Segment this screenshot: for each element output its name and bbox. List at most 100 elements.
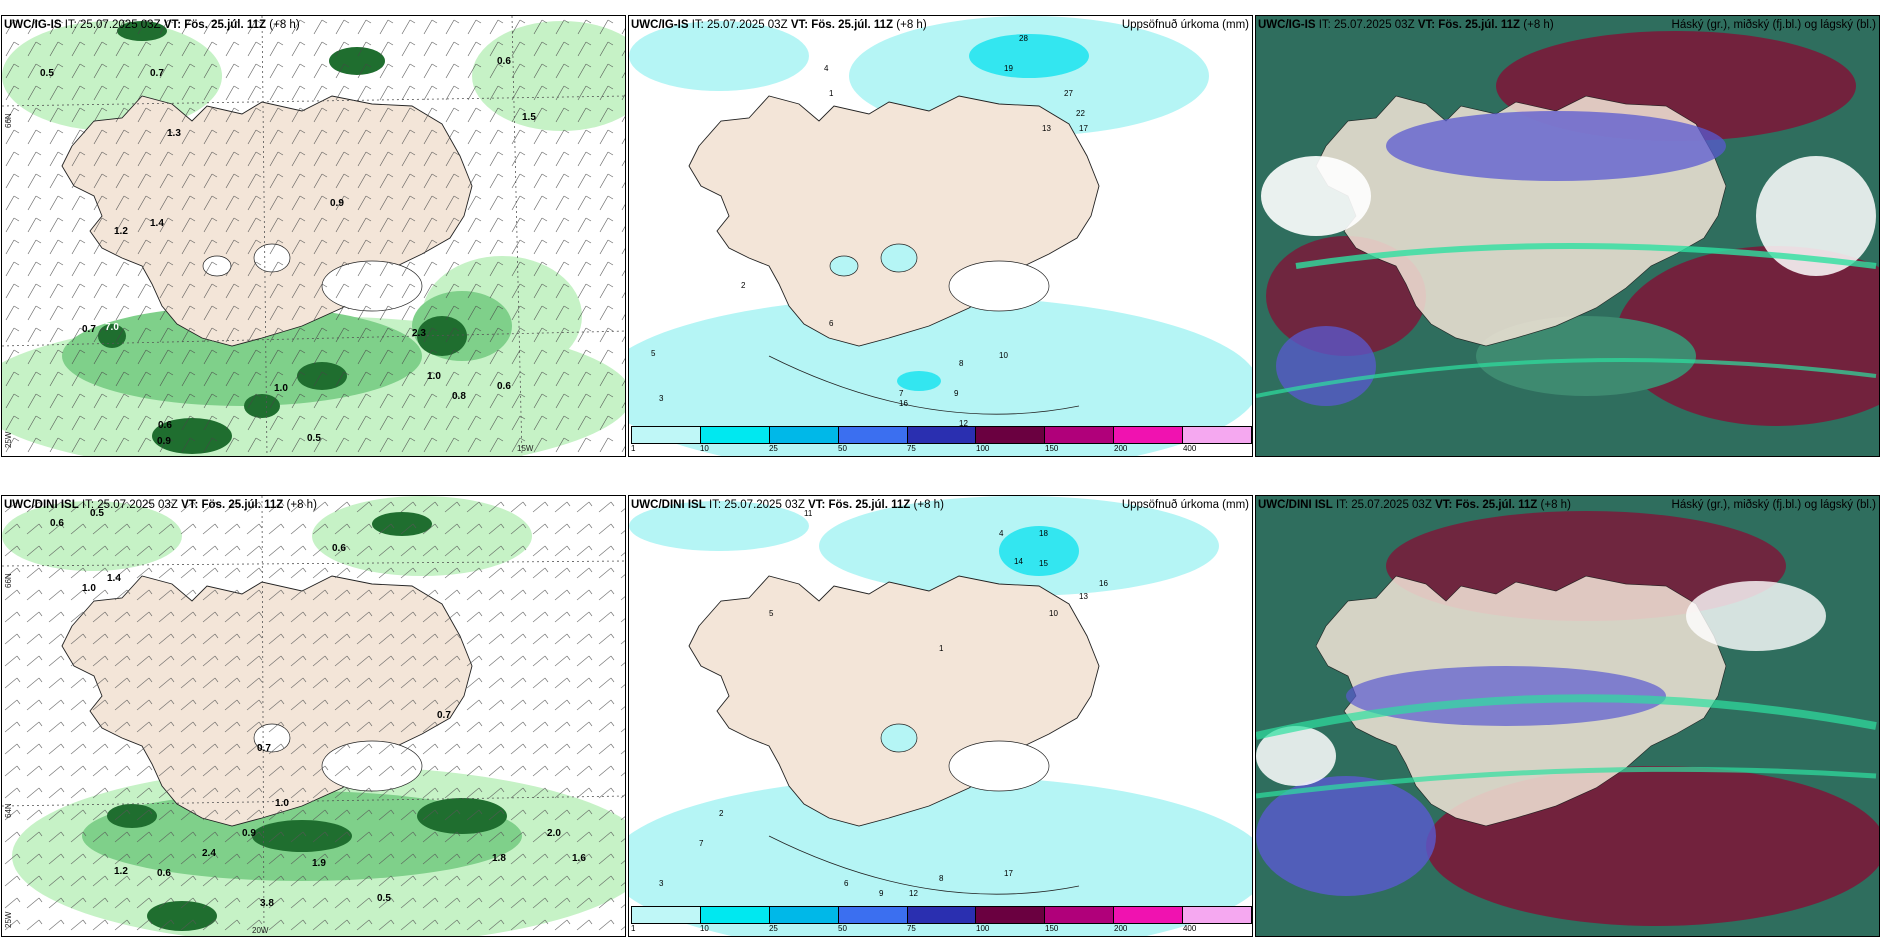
panel-subtitle: Háský (gr.), miðský (fj.bl.) og lágský (…	[1671, 499, 1876, 511]
colorbar-swatch	[1045, 427, 1115, 443]
value-label: 17	[1079, 124, 1088, 133]
value-label: 1.4	[107, 573, 121, 584]
colorbar-swatch	[769, 427, 839, 443]
colorbar-swatch	[700, 427, 770, 443]
colorbar-swatch	[976, 907, 1046, 923]
value-label: 2	[719, 809, 724, 818]
value-label: 2.0	[547, 828, 561, 839]
value-label: 5	[769, 609, 774, 618]
colorbar-swatch	[907, 427, 977, 443]
value-label: 16	[1099, 579, 1108, 588]
value-label: 16	[899, 399, 908, 408]
value-label: 11	[804, 509, 813, 518]
value-label: 15	[1039, 559, 1048, 568]
colorbar-swatch	[1183, 427, 1252, 443]
colorbar-swatch	[700, 907, 770, 923]
value-label: 1.4	[150, 218, 164, 229]
value-label: 22	[1076, 109, 1085, 118]
colorbar-swatch	[632, 907, 701, 923]
value-label: 8	[939, 874, 944, 883]
colorbar-tick: 150	[1045, 444, 1059, 453]
colorbar-tick: 10	[699, 924, 709, 933]
value-label: 3	[659, 394, 664, 403]
colorbar-tick: 1	[631, 924, 636, 933]
value-label: 1.0	[427, 371, 441, 382]
colorbar-swatch	[838, 427, 908, 443]
panel-subtitle: Háský (gr.), miðský (fj.bl.) og lágský (…	[1671, 19, 1876, 31]
colorbar-tick: 400	[1182, 924, 1197, 933]
precip-colorbar: 1 10 25 50 75 100 150 200 400	[631, 906, 1252, 934]
value-label: 1.5	[522, 112, 536, 123]
panel-subtitle: Uppsöfnuð úrkoma (mm)	[1121, 19, 1249, 31]
colorbar-tick: 400	[1182, 444, 1197, 453]
colorbar-tick: 75	[906, 444, 916, 453]
lat-label: 64N	[4, 803, 13, 818]
value-label: 0.5	[40, 68, 54, 79]
value-label: 0.7	[82, 324, 96, 335]
map-canvas: 0.6 0.5 1.4 1.0 0.7 0.7 0.6 0.9 1.0 2.4 …	[2, 496, 625, 936]
colorbar-swatch	[976, 427, 1046, 443]
panel-title: UWC/IG-IS IT: 25.07.2025 03Z VT: Fös. 25…	[4, 19, 300, 31]
lat-label: 25W	[4, 431, 13, 448]
panel-dini-accum-precip: UWC/DINI ISL IT: 25.07.2025 03Z VT: Fös.…	[628, 495, 1253, 937]
value-label: 4	[999, 529, 1004, 538]
value-label: 4	[824, 64, 829, 73]
colorbar-tick: 200	[1114, 444, 1128, 453]
value-label: 28	[1019, 34, 1028, 43]
value-label: 1.0	[275, 798, 289, 809]
value-label: 0.8	[452, 391, 466, 402]
value-label: 0.6	[50, 518, 64, 529]
value-label: 5	[651, 349, 656, 358]
colorbar-tick: 200	[1114, 924, 1128, 933]
colorbar-tick: 75	[906, 924, 916, 933]
map-canvas	[1256, 16, 1879, 456]
value-label: 0.6	[497, 381, 511, 392]
map-canvas: 1 2 3 4 5 6 7 8 9 10 11 12 13 14 15 16 1…	[629, 496, 1252, 936]
value-label: 0.9	[242, 828, 256, 839]
lon-label: 20W	[252, 926, 269, 935]
colorbar-tick: 50	[838, 924, 847, 933]
colorbar-swatch	[907, 907, 977, 923]
value-label: 12	[909, 889, 918, 898]
value-label: 19	[1004, 64, 1013, 73]
value-label: 17	[1004, 869, 1013, 878]
value-label: 13	[1042, 124, 1051, 133]
value-label: 6	[829, 319, 834, 328]
colorbar-swatch	[632, 427, 701, 443]
value-label: 2	[741, 281, 746, 290]
colorbar-swatch	[838, 907, 908, 923]
colorbar-tick: 150	[1045, 924, 1059, 933]
value-label: 2.4	[202, 848, 216, 859]
value-label: 1	[939, 644, 944, 653]
value-label: 12	[959, 419, 968, 428]
value-label: 3.8	[260, 898, 274, 909]
value-label: 10	[999, 351, 1008, 360]
colorbar-tick: 100	[976, 924, 990, 933]
value-label: 1.0	[274, 383, 288, 394]
colorbar-swatch	[1183, 907, 1252, 923]
colorbar-swatch	[1114, 907, 1184, 923]
value-label: 2.3	[412, 328, 426, 339]
value-label: 0.5	[90, 508, 104, 519]
value-label: 0.6	[332, 543, 346, 554]
panel-title: UWC/DINI ISL IT: 25.07.2025 03Z VT: Fös.…	[631, 499, 944, 511]
value-label: 7.0	[105, 322, 119, 333]
lat-label: 66N	[4, 573, 13, 588]
map-canvas: 0.5 0.7 1.3 0.9 1.2 1.4 7.0 0.7 0.6 1.0 …	[2, 16, 625, 456]
value-label: 8	[959, 359, 964, 368]
panel-title: UWC/DINI ISL IT: 25.07.2025 03Z VT: Fös.…	[4, 499, 317, 511]
lat-label: 66N	[4, 113, 13, 128]
panel-igis-precip-wind: UWC/IG-IS IT: 25.07.2025 03Z VT: Fös. 25…	[1, 15, 626, 457]
value-label: 1	[829, 89, 834, 98]
value-label: 0.9	[157, 436, 171, 447]
value-label: 10	[1049, 609, 1058, 618]
value-label: 0.6	[157, 868, 171, 879]
colorbar-tick: 50	[838, 444, 847, 453]
lon-label: 15W	[517, 444, 534, 453]
map-canvas	[1256, 496, 1879, 936]
value-label: 1.6	[572, 853, 586, 864]
value-label: 0.9	[330, 198, 344, 209]
value-label: 1.2	[114, 226, 128, 237]
value-label: 7	[699, 839, 704, 848]
value-label: 0.5	[307, 433, 321, 444]
